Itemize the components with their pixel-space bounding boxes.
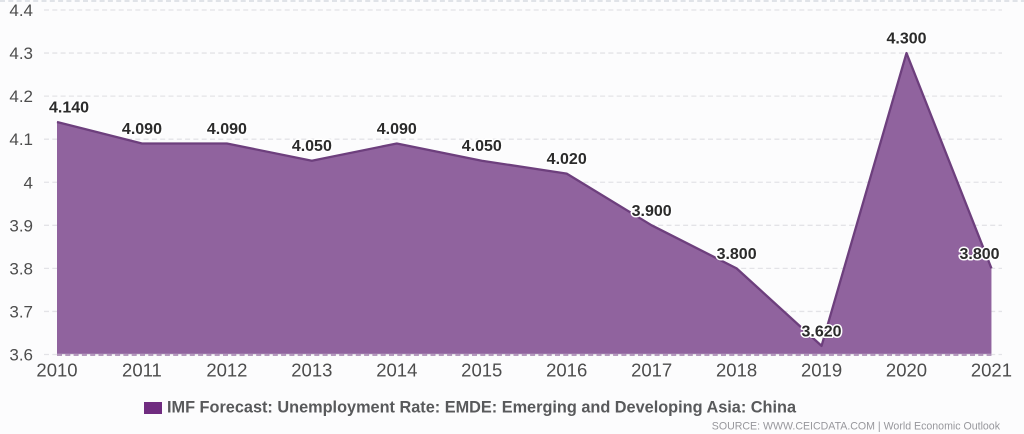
svg-text:2010: 2010 [36,360,77,381]
svg-text:2014: 2014 [376,360,417,381]
svg-text:4: 4 [24,173,33,192]
svg-text:2012: 2012 [206,360,247,381]
svg-text:2017: 2017 [631,360,672,381]
svg-text:4.3: 4.3 [9,44,33,63]
svg-text:2013: 2013 [291,360,332,381]
svg-text:2011: 2011 [122,360,162,381]
svg-text:4.050: 4.050 [292,138,332,155]
svg-text:2018: 2018 [716,360,757,381]
svg-text:3.900: 3.900 [632,203,672,220]
svg-text:4.140: 4.140 [49,100,89,117]
svg-text:2021: 2021 [971,360,1012,381]
svg-text:2020: 2020 [886,360,927,381]
svg-text:4.050: 4.050 [462,138,502,155]
svg-text:4.090: 4.090 [122,121,162,138]
svg-text:4.020: 4.020 [547,151,587,168]
svg-text:3.9: 3.9 [9,216,33,235]
svg-text:2015: 2015 [461,360,502,381]
svg-text:4.2: 4.2 [9,87,33,106]
svg-text:4.090: 4.090 [377,121,417,138]
svg-text:3.620: 3.620 [802,323,842,340]
svg-text:3.800: 3.800 [717,246,757,263]
svg-text:3.6: 3.6 [9,346,33,365]
svg-text:3.800: 3.800 [959,246,999,263]
svg-text:3.7: 3.7 [9,302,33,321]
svg-text:SOURCE: WWW.CEICDATA.COM | Wor: SOURCE: WWW.CEICDATA.COM | World Economi… [712,421,1001,433]
svg-text:3.8: 3.8 [9,259,33,278]
svg-text:2019: 2019 [801,360,842,381]
svg-text:4.090: 4.090 [207,121,247,138]
svg-text:IMF Forecast: Unemployment Rat: IMF Forecast: Unemployment Rate: EMDE: E… [167,399,797,417]
svg-text:2016: 2016 [546,360,587,381]
svg-text:4.1: 4.1 [9,130,33,149]
svg-text:4.300: 4.300 [886,31,926,48]
svg-text:4.4: 4.4 [9,1,33,20]
